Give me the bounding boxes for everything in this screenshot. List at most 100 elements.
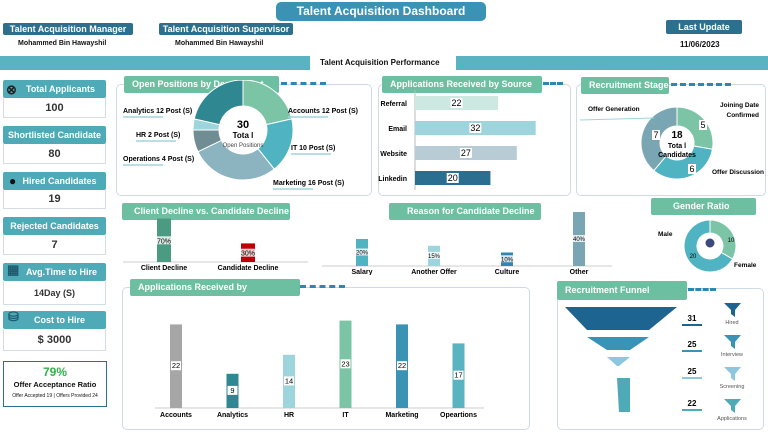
value-label-bg bbox=[171, 361, 181, 371]
reason-decline-chart: 20% Salary 15% Another Offer 10% Culture 40% Ot… bbox=[322, 212, 612, 275]
category-label: Website bbox=[380, 151, 407, 158]
value-label-bg bbox=[699, 120, 707, 130]
kpi-rejected: Rejected Candidates 7 bbox=[3, 217, 106, 255]
donut-slice-marketing bbox=[197, 139, 275, 181]
title-decoration bbox=[543, 82, 563, 85]
slice-label: Analytics 12 Post (S) bbox=[123, 108, 192, 115]
value-label: 17 bbox=[454, 371, 462, 380]
funnel-value: 22 bbox=[688, 399, 697, 408]
kpi-label: Rejected Candidates bbox=[3, 217, 106, 235]
last-update-label: Last Update bbox=[666, 20, 742, 34]
funnel-segment-hired bbox=[565, 307, 677, 330]
applications-source-title: Applications Received by Source bbox=[382, 76, 542, 93]
funnel-icon bbox=[724, 399, 741, 413]
offer-pct: 79% bbox=[42, 365, 68, 379]
value-label: 32 bbox=[470, 123, 480, 133]
donut-slice-accounts bbox=[242, 80, 293, 126]
offer-label: Offer Acceptance Ratio bbox=[13, 380, 97, 389]
category-label: Accounts bbox=[160, 412, 192, 419]
kpi-label: Avg.Time to Hire bbox=[25, 267, 97, 277]
center-value: 18 bbox=[671, 130, 683, 141]
title-decoration bbox=[281, 82, 326, 85]
value-label: 9 bbox=[230, 386, 234, 395]
funnel-segment-screening bbox=[607, 357, 630, 366]
supervisor-label: Talent Acquisition Supervisor bbox=[159, 23, 293, 35]
value-label: 22 bbox=[172, 361, 180, 370]
value-label-bg bbox=[459, 148, 472, 158]
value-label-bg bbox=[688, 164, 696, 174]
supervisor-name: Mohammed Bin Hawayshil bbox=[175, 40, 264, 47]
value-label: 6 bbox=[689, 164, 694, 174]
kpi-cost: ⛁ Cost to Hire $ 3000 bbox=[3, 309, 106, 351]
funnel-icon bbox=[724, 367, 741, 381]
stage-label: Joining Date bbox=[720, 102, 759, 109]
stage-label: Interview bbox=[721, 352, 743, 358]
recruitment-funnel-chart: 31 Hired 25 Interview 25 Screening 22 Applicati… bbox=[565, 303, 747, 422]
recruitment-funnel-title: Recruitment Funnel bbox=[557, 281, 687, 300]
funnel-value: 25 bbox=[688, 340, 697, 349]
leader-line bbox=[579, 117, 655, 121]
kpi-value: 14Day (S) bbox=[3, 281, 106, 305]
title-decoration bbox=[688, 288, 716, 291]
kpi-label: Total Applicants bbox=[25, 84, 95, 94]
category-label: Client Decline bbox=[141, 265, 187, 272]
value-label-bg bbox=[446, 173, 459, 183]
kpi-total-applicants: ⊗ Total Applicants 100 bbox=[3, 80, 106, 118]
value-label: 14 bbox=[285, 376, 293, 385]
section-title: Talent Acquisition Performance bbox=[320, 58, 440, 67]
value-label: 27 bbox=[461, 148, 471, 158]
category-label: Marketing bbox=[385, 412, 418, 419]
stage-label: Applications bbox=[717, 416, 747, 422]
value-label: 7 bbox=[653, 130, 658, 140]
dashboard-title: Talent Acquisition Dashboard bbox=[276, 2, 486, 21]
center-sublabel: Candidates bbox=[658, 152, 696, 159]
donut-slice-female bbox=[683, 219, 734, 273]
client-decline-chart: 70% Client Decline 30% Candidate Decline bbox=[123, 218, 308, 272]
donut-slice-offer-discussion bbox=[653, 145, 714, 180]
gender-ratio-title: Gender Ratio bbox=[651, 198, 756, 215]
money-bag-icon: ⛁ bbox=[8, 309, 19, 324]
value-label: 5 bbox=[700, 120, 705, 130]
person-check-icon: ● bbox=[9, 174, 17, 188]
donut-slice-analytics bbox=[193, 80, 244, 126]
category-label: HR bbox=[284, 412, 294, 419]
stage-label: Screening bbox=[720, 384, 745, 390]
value-label-bg bbox=[157, 236, 171, 245]
title-decoration bbox=[300, 285, 345, 288]
kpi-value: 7 bbox=[3, 235, 106, 255]
funnel-value: 25 bbox=[688, 367, 697, 376]
value-label: 22 bbox=[398, 361, 406, 370]
kpi-label: Hired Candidates bbox=[22, 176, 97, 186]
value-label-bg bbox=[356, 248, 368, 256]
slice-label: Accounts 12 Post (S) bbox=[288, 108, 358, 115]
reason-decline-title: Reason for Candidate Decline bbox=[389, 203, 541, 220]
value-label: 20 bbox=[448, 173, 458, 183]
value-label-bg bbox=[450, 98, 463, 108]
applications-source-chart: Referral 22 Email 32 Website 27 Linkedin 20 bbox=[378, 90, 536, 190]
stage-label: Offer Generation bbox=[588, 106, 640, 113]
value-label: 15% bbox=[428, 254, 441, 260]
category-label: Another Offer bbox=[411, 269, 457, 275]
category-label: Culture bbox=[495, 269, 520, 275]
value-label-bg bbox=[453, 370, 464, 380]
slice-label: Marketing 16 Post (S) bbox=[273, 180, 344, 187]
category-label: Salary bbox=[351, 269, 372, 275]
value-label-bg bbox=[397, 361, 407, 371]
kpi-value: 100 bbox=[3, 98, 106, 118]
person-icon bbox=[705, 238, 715, 248]
client-decline-title: Client Decline vs. Candidate Decline bbox=[122, 203, 290, 220]
manager-name: Mohammed Bin Hawayshil bbox=[18, 40, 107, 47]
value-label: 30% bbox=[241, 251, 255, 258]
value-label: 20 bbox=[690, 254, 697, 260]
kpi-hired: ● Hired Candidates 19 bbox=[3, 172, 106, 209]
center-label: Tota l bbox=[668, 143, 686, 150]
category-label: Opeartions bbox=[440, 412, 477, 419]
stage-label: Offer Discussion bbox=[712, 169, 764, 176]
slice-label: IT 10 Post (S) bbox=[291, 145, 335, 152]
value-label-bg bbox=[340, 359, 351, 369]
value-label: 70% bbox=[157, 238, 171, 245]
calendar-clock-icon: ▦ bbox=[7, 262, 20, 277]
recruitment-stage-title: Recruitment Stage bbox=[581, 77, 669, 94]
value-label-bg bbox=[652, 130, 660, 140]
